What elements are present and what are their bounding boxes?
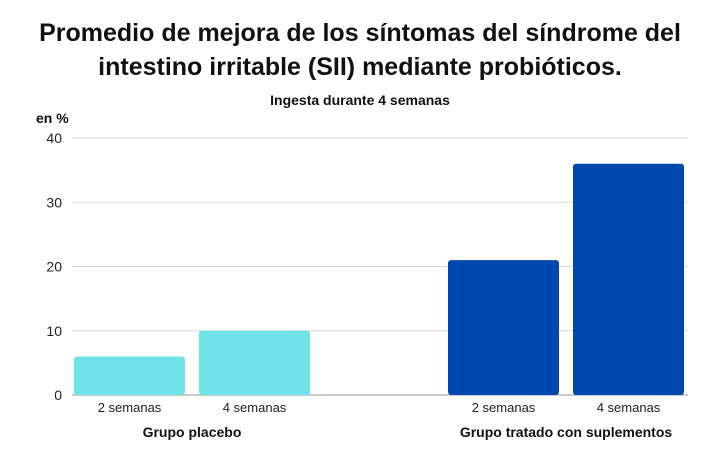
y-tick-label: 10 bbox=[46, 323, 62, 339]
y-axis-label: en % bbox=[36, 110, 69, 126]
bars bbox=[74, 163, 684, 395]
group-label: Grupo tratado con suplementos bbox=[460, 424, 673, 440]
x-tick-label: 2 semanas bbox=[98, 400, 162, 415]
x-tick-label: 2 semanas bbox=[472, 400, 536, 415]
x-tick-label: 4 semanas bbox=[597, 400, 661, 415]
y-tick-label: 40 bbox=[46, 130, 62, 146]
x-tick-labels: 2 semanas 4 semanas 2 semanas 4 semanas bbox=[98, 400, 661, 415]
y-tick-labels: 0 10 20 30 40 bbox=[46, 130, 62, 403]
y-tick-label: 0 bbox=[54, 387, 62, 403]
y-tick-label: 20 bbox=[46, 259, 62, 275]
group-labels: Grupo placebo Grupo tratado con suplement… bbox=[143, 424, 673, 440]
group-label: Grupo placebo bbox=[143, 424, 242, 440]
bar bbox=[74, 356, 185, 395]
chart-title: Promedio de mejora de los síntomas del s… bbox=[39, 19, 681, 81]
bar bbox=[199, 330, 310, 395]
bar bbox=[448, 260, 559, 395]
x-tick-label: 4 semanas bbox=[223, 400, 287, 415]
bar bbox=[573, 163, 684, 395]
chart-subtitle: Ingesta durante 4 semanas bbox=[270, 92, 450, 108]
y-tick-label: 30 bbox=[46, 194, 62, 210]
